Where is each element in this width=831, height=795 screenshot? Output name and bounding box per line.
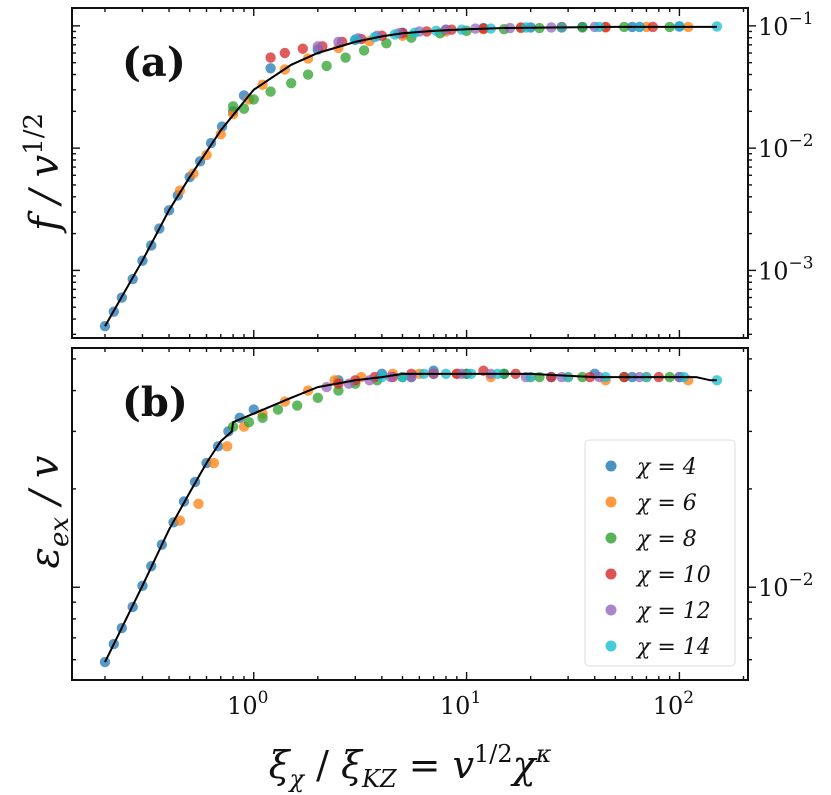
data-point-b-chi3 xyxy=(546,371,557,383)
y-label-a-main: f / v xyxy=(22,154,68,234)
legend-marker xyxy=(605,604,617,616)
data-point-a-chi1 xyxy=(215,129,226,140)
data-point-b-chi1 xyxy=(221,441,233,452)
data-point-b-chi1 xyxy=(174,515,186,526)
data-point-b-chi2 xyxy=(291,400,303,411)
legend-marker xyxy=(605,532,617,544)
data-point-a-chi4 xyxy=(312,41,324,52)
panel-a: 10−1 10−2 10−3 (a) xyxy=(71,7,814,339)
x-tick-label: 102 xyxy=(653,688,694,720)
panel-b: 10−2 100 101 102 (b) χ = 4 χ = 6 χ = 8 χ = 10 χ =… xyxy=(71,347,814,720)
plot-frame-b xyxy=(71,347,749,681)
y-label-b-sub: ex xyxy=(45,517,75,547)
legend-label: χ = 10 xyxy=(635,563,711,588)
y-label-b-rest: / v xyxy=(22,455,68,517)
data-point-a-chi2 xyxy=(286,77,297,89)
legend-label: χ = 12 xyxy=(635,599,711,624)
legend-label: χ = 8 xyxy=(635,527,697,552)
data-point-a-chi2 xyxy=(265,86,276,97)
y-tick-label-a: 10−2 xyxy=(758,131,814,163)
data-point-a-chi3 xyxy=(279,47,291,59)
x-tick-label: 101 xyxy=(440,688,481,720)
y-label-a-sup: 1/2 xyxy=(19,113,49,155)
y-axis-label-a: f / v1/2 xyxy=(19,113,68,234)
data-point-b-chi2 xyxy=(272,404,284,415)
data-point-a-chi2 xyxy=(227,101,239,112)
fit-line-a xyxy=(104,25,717,327)
data-point-b-chi5 xyxy=(562,371,574,383)
y-axis-label-b: εex / v xyxy=(22,455,75,568)
data-point-a-chi2 xyxy=(381,38,392,49)
data-point-a-chi1 xyxy=(201,149,212,161)
data-point-a-chi2 xyxy=(358,45,370,56)
panel-label-a: (a) xyxy=(122,39,186,86)
data-point-a-chi3 xyxy=(297,43,308,54)
y-tick-label-a: 10−3 xyxy=(758,253,814,285)
legend-marker xyxy=(605,568,617,580)
data-point-b-chi1 xyxy=(208,457,220,469)
legend-marker xyxy=(605,640,617,652)
legend-marker xyxy=(605,496,617,508)
data-point-b-chi2 xyxy=(257,412,268,424)
data-point-a-chi4 xyxy=(333,36,344,48)
plot-frame-a xyxy=(71,7,749,339)
x-tick-label: 100 xyxy=(227,688,268,720)
svg-text:f / v1/2: f / v1/2 xyxy=(19,113,68,234)
data-point-a-chi2 xyxy=(302,69,314,80)
data-point-a-chi0 xyxy=(265,63,276,74)
legend-marker xyxy=(605,460,617,472)
y-label-b-main: ε xyxy=(22,547,68,568)
data-point-b-chi1 xyxy=(193,498,204,510)
panel-label-b: (b) xyxy=(122,379,188,426)
data-point-a-chi3 xyxy=(265,52,276,63)
y-tick-label-a: 10−1 xyxy=(758,9,814,41)
data-point-a-chi2 xyxy=(321,60,332,72)
x-axis-label: ξχ / ξKZ = v1/2χκ xyxy=(269,740,552,793)
y-tick-label-b: 10−2 xyxy=(758,570,814,602)
data-point-b-chi2 xyxy=(312,392,324,404)
legend-label: χ = 4 xyxy=(635,455,697,480)
svg-text:εex / v: εex / v xyxy=(22,455,75,568)
fit-line-b xyxy=(104,372,717,663)
legend-label: χ = 14 xyxy=(635,635,711,660)
data-point-a-chi2 xyxy=(248,94,259,105)
legend-label: χ = 6 xyxy=(635,491,697,516)
data-point-b-chi4 xyxy=(364,375,375,386)
data-point-b-chi2 xyxy=(243,417,255,428)
data-point-a-chi2 xyxy=(340,52,351,63)
legend-box xyxy=(584,439,736,667)
